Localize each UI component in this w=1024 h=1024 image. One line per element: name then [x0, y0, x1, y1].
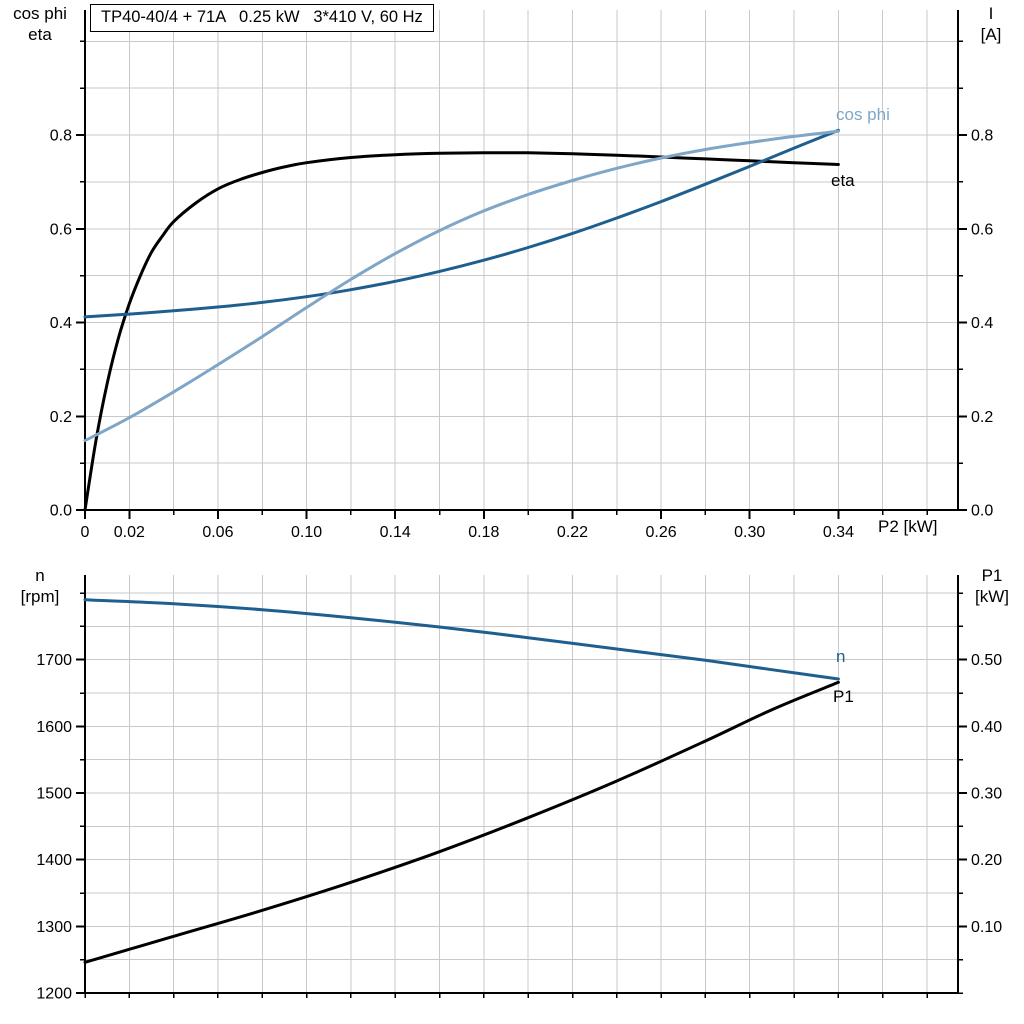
series-label-cos-phi: cos phi [836, 105, 890, 124]
series-label-eta: eta [831, 171, 855, 190]
bottom-chart: 1200 1300 1400 1500 1600 1700 0.10 0.20 0.30 0.40… [36, 575, 1002, 1003]
y-tick-label: 1500 [36, 786, 72, 803]
y-tick-label: 0.10 [971, 919, 1002, 936]
y-tick-label: 0.50 [971, 652, 1002, 669]
y-tick-label: 0.8 [50, 128, 72, 145]
x-tick-label: 0.10 [291, 524, 322, 541]
y-tick-label: 0.2 [50, 409, 72, 426]
series-curve-n [83, 598, 840, 681]
x-tick-label: 0.26 [646, 524, 677, 541]
y-tick-label: 0.30 [971, 786, 1002, 803]
series-label-p1: P1 [833, 687, 854, 706]
y-tick-label: 1600 [36, 719, 72, 736]
x-tick-label: 0.06 [202, 524, 233, 541]
y-tick-label: 0.4 [971, 315, 993, 332]
axis-label-current: I [A] [980, 4, 1002, 45]
y-tick-label: 0.6 [971, 221, 993, 238]
y-tick-label: 0.0 [50, 503, 72, 520]
y-tick-label: 0.6 [50, 221, 72, 238]
x-tick-label: 0.30 [734, 524, 765, 541]
y-tick-label: 0.20 [971, 852, 1002, 869]
y-tick-label: 0.0 [971, 503, 993, 520]
x-tick-label: 0.22 [557, 524, 588, 541]
y-tick-label: 0.2 [971, 409, 993, 426]
y-tick-label: 1700 [36, 652, 72, 669]
x-tick-label: 0.02 [114, 524, 145, 541]
x-tick-label: 0.34 [823, 524, 854, 541]
series-curve-I [83, 128, 840, 319]
top-chart: 0.0 0.2 0.4 0.6 0.8 0.0 0.2 0.4 0.6 0.8 0 0.02 0.06 0… [50, 10, 993, 541]
y-tick-label: 0.40 [971, 719, 1002, 736]
axis-label-cosphi-eta: cos phi eta [13, 4, 67, 45]
axis-label-p1-kw: P1 [kW] [975, 566, 1009, 607]
y-tick-label: 1300 [36, 919, 72, 936]
series-curve-cos-phi [83, 129, 840, 443]
x-tick-label: 0 [81, 524, 90, 541]
chart-title: TP40-40/4 + 71A 0.25 kW 3*410 V, 60 Hz [90, 4, 434, 32]
series-label-n: n [836, 647, 846, 666]
x-tick-label: 0.14 [380, 524, 411, 541]
y-tick-label: 0.8 [971, 128, 993, 145]
x-axis-label: P2 [kW] [878, 517, 938, 536]
series-curve-P1 [83, 680, 840, 964]
y-tick-label: 0.4 [50, 315, 72, 332]
y-tick-label: 1400 [36, 852, 72, 869]
x-tick-label: 0.18 [468, 524, 499, 541]
axis-label-n-rpm: n [rpm] [20, 566, 60, 607]
series-curve-eta [83, 151, 840, 512]
y-tick-label: 1200 [36, 986, 72, 1003]
